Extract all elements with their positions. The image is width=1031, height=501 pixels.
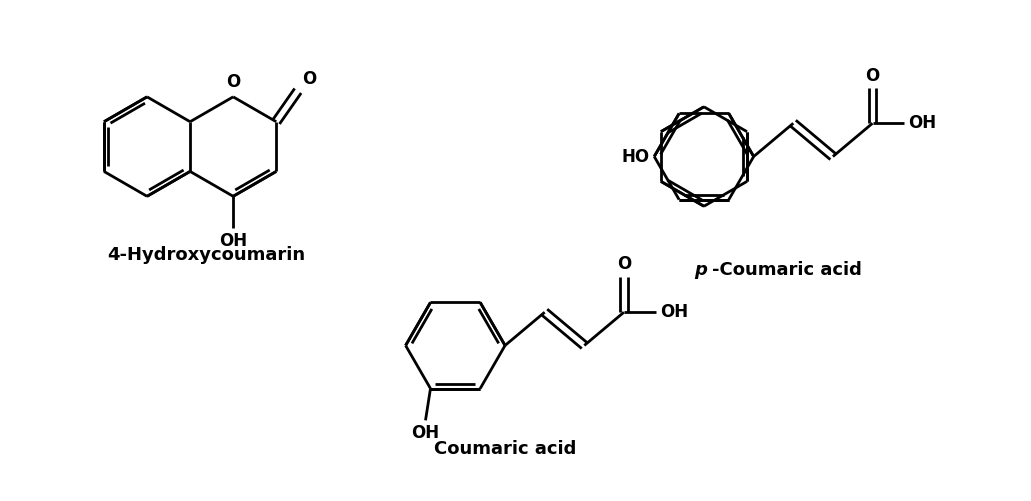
Text: O: O [617,256,631,274]
Text: p: p [694,261,707,279]
Text: O: O [865,67,879,85]
Text: O: O [226,73,240,91]
Text: -Coumaric acid: -Coumaric acid [711,261,862,279]
Text: HO: HO [621,147,650,165]
Text: OH: OH [908,114,936,132]
Text: O: O [302,70,317,88]
Text: 4-Hydroxycoumarin: 4-Hydroxycoumarin [107,246,305,264]
Text: OH: OH [220,232,247,250]
Text: OH: OH [660,303,688,321]
Text: Coumaric acid: Coumaric acid [434,440,576,458]
Text: OH: OH [411,424,439,442]
